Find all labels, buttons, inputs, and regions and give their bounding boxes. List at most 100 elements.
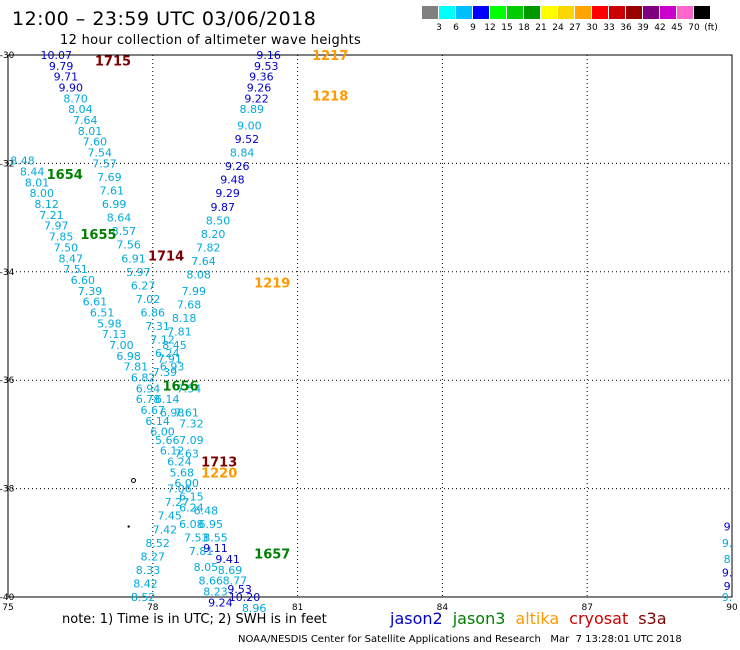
swh-value: 7.39 [153,366,178,379]
color-scale-label: 39 [637,23,649,33]
x-tick-label: 81 [292,603,303,613]
swh-value: 8.42 [133,577,158,590]
swh-value: 8.23 [203,586,228,599]
swh-value: 6.14 [145,415,170,428]
swh-value: 8.77 [223,575,248,588]
swh-value: 8.33 [136,564,161,577]
pass-time-label: 1220 [201,466,237,481]
pass-time-label: 1219 [254,277,290,292]
swh-value: 9.90 [58,82,83,95]
legend-entry-jason3: jason3 [452,609,506,628]
swh-value: 9 [724,521,731,534]
swh-value: 8.57 [112,225,137,238]
satellite-legend: jason2 jason3 altika cryosat s3a [390,609,677,628]
x-tick-label: 75 [2,603,13,613]
swh-value: 6.00 [174,477,199,490]
swh-value: 9.53 [227,583,252,596]
swh-value: 7.61 [100,185,125,198]
swh-value: 9.29 [215,187,240,200]
color-scale-label: 24 [552,23,564,33]
pass-time-label: 1655 [80,228,116,243]
swh-value: 9.87 [211,201,236,214]
swh-value: 7.64 [73,114,98,127]
swh-value: 8.84 [230,147,255,160]
page-subtitle: 12 hour collection of altimeter wave hei… [60,33,362,48]
swh-value: 6.24 [167,456,192,469]
swh-value: 5.98 [97,317,122,330]
color-swatch [592,6,608,19]
map-frame [7,54,733,598]
y-tick-label: -30 [0,51,15,61]
swh-value: 6.67 [141,404,166,417]
color-scale-label: 15 [501,23,513,33]
swh-value: 8.20 [201,228,226,241]
swh-value: 7.39 [78,285,103,298]
swh-value: 7.61 [174,407,199,420]
swh-value: 8.00 [30,187,55,200]
pass-time-label: 1218 [312,90,348,105]
swh-value: 7.45 [157,510,182,523]
y-tick-label: -32 [0,159,14,169]
swh-value: 8.27 [141,550,166,563]
swh-value: 7.42 [153,523,178,536]
pass-time-label: 1713 [201,456,237,471]
footnote: note: 1) Time is in UTC; 2) SWH is in fe… [62,612,327,627]
swh-value: 8 [724,553,731,566]
pass-time-label: 1715 [95,54,131,69]
swh-value: 9.52 [235,133,260,146]
island-marker [127,525,130,528]
color-swatch [507,6,523,19]
swh-value: 8.96 [242,602,267,615]
color-scale-label: (ft) [704,23,718,33]
swh-value: 7.82 [196,241,221,254]
color-scale-label: 70 [688,23,700,33]
swh-value: 6.91 [121,252,146,265]
swh-value: 7.00 [109,339,134,352]
color-scale-label: 9 [470,23,476,33]
swh-value: 9 [724,580,731,593]
swh-value: 6.78 [136,393,161,406]
swh-value: 7.02 [136,293,161,306]
color-swatch [575,6,591,19]
swh-value: 9.24 [208,596,233,609]
swh-value: 7.32 [179,418,204,431]
color-swatch [422,6,438,19]
swh-value: 9.79 [49,60,74,73]
swh-value: 5.68 [170,466,195,479]
swh-value: 9.16 [256,49,281,62]
swh-value: 8.50 [206,214,231,227]
swh-value: 10.20 [229,591,261,604]
color-swatch [490,6,506,19]
swh-value: 6.61 [83,296,108,309]
swh-value: 7.51 [63,263,88,276]
swh-value: 6.08 [179,518,204,531]
legend-entry-s3a: s3a [638,609,667,628]
swh-value: 6.99 [102,198,127,211]
swh-value: 7.85 [49,231,74,244]
color-scale-label: 6 [453,23,459,33]
swh-value: 7.63 [174,447,199,460]
swh-value: 7.06 [167,483,192,496]
swh-value: 9.26 [247,82,272,95]
color-scale-label: 42 [654,23,666,33]
swh-value: 9.11 [203,542,228,555]
page-title: 12:00 – 23:59 UTC 03/06/2018 [12,8,317,30]
color-swatch [456,6,472,19]
color-scale-label: 30 [586,23,598,33]
swh-value: 6.24 [155,347,180,360]
swh-value: 7.12 [150,334,175,347]
color-scale-label: 27 [569,23,581,33]
y-tick-label: -34 [0,268,15,278]
swh-value: 6.27 [131,279,156,292]
swh-value: 7.27 [165,496,190,509]
swh-value: 6.60 [71,274,96,287]
swh-value: 6.86 [141,306,166,319]
swh-value: 8.55 [203,531,228,544]
color-swatch [558,6,574,19]
pass-time-label: 1217 [312,49,348,64]
swh-value: 6.12 [160,445,185,458]
legend-entry-altika: altika [515,609,560,628]
swh-value: 6.98 [116,350,141,363]
swh-value: 6.24 [179,502,204,515]
